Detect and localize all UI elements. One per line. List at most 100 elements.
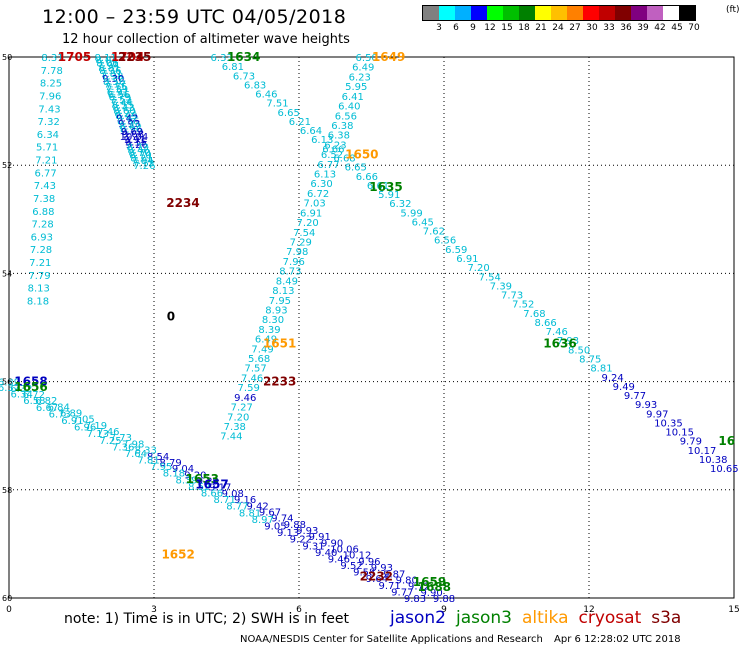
y-tick-label: 54 xyxy=(2,269,12,278)
swh-value: 9.40 xyxy=(315,548,337,559)
legend-swatch xyxy=(647,6,663,20)
swh-value: 10.12 xyxy=(343,551,372,562)
swh-value: 6.38 xyxy=(328,131,350,142)
swh-value: 9.17 xyxy=(209,483,231,494)
legend-swatch xyxy=(599,6,615,20)
swh-value: 6.40 xyxy=(338,102,360,113)
track-time-label: 1656 xyxy=(14,380,47,394)
swh-value: 10.06 xyxy=(330,545,359,556)
swh-value: 8.06 xyxy=(96,58,118,69)
swh-value: 6.59 xyxy=(445,245,467,256)
satellite-jason3: jason3 xyxy=(456,608,512,628)
swh-value: 7.36 xyxy=(112,442,134,453)
swh-value: 8.54 xyxy=(147,452,169,463)
credit-timestamp: Apr 6 12:28:02 UTC 2018 xyxy=(554,634,681,645)
track-time-label: 1659 xyxy=(413,575,446,589)
swh-value: 8.30 xyxy=(262,315,284,326)
swh-value: 7.03 xyxy=(303,199,325,210)
swh-value: 6.45 xyxy=(412,217,434,228)
swh-value: 10.35 xyxy=(654,418,683,429)
legend-swatch xyxy=(583,6,599,20)
credit-organization: NOAA/NESDIS Center for Satellite Applica… xyxy=(240,634,543,645)
swh-value: 6.34 xyxy=(37,130,59,141)
track-time-label: 1658 xyxy=(14,375,47,389)
swh-value: 8.93 xyxy=(265,305,287,316)
swh-value: 6.49 xyxy=(255,335,277,346)
swh-value: 8.79 xyxy=(159,458,181,469)
swh-value: 8.36 xyxy=(99,66,121,77)
swh-value: 9.20 xyxy=(184,470,206,481)
swh-value: 9.26 xyxy=(126,140,148,151)
swh-value: 9.64 xyxy=(366,574,388,585)
swh-value: 7.49 xyxy=(251,344,273,355)
track-time-label: 1635 xyxy=(369,180,402,194)
swh-value: 9.93 xyxy=(371,563,393,574)
swh-value: 9.29 xyxy=(197,477,219,488)
x-tick-label: 0 xyxy=(6,605,12,615)
swh-value: 7.29 xyxy=(290,237,312,248)
track-time-label: 16 xyxy=(718,434,735,448)
swh-value: 6.65 xyxy=(278,108,300,119)
swh-value: 7.44 xyxy=(111,98,133,109)
track-time-label: 2233 xyxy=(263,375,296,389)
track-time-label: 1649 xyxy=(372,50,405,64)
swh-value: 9.42 xyxy=(116,114,138,125)
swh-value: 6.23 xyxy=(324,140,346,151)
swh-value: 7.44 xyxy=(220,432,242,443)
swh-value: 10.15 xyxy=(665,428,694,439)
swh-value: 6.65 xyxy=(345,163,367,174)
swh-value: 9.74 xyxy=(271,514,293,525)
swh-value: 6.13 xyxy=(311,135,333,146)
swh-value: 8.73 xyxy=(279,267,301,278)
legend-unit: (ft) xyxy=(726,5,740,15)
footer-credit: NOAA/NESDIS Center for Satellite Applica… xyxy=(240,634,689,645)
legend-swatch xyxy=(551,6,567,20)
swh-value: 6.23 xyxy=(349,72,371,83)
legend-tick: 12 xyxy=(484,23,496,33)
swh-value: 8.73 xyxy=(127,143,149,154)
legend-swatch xyxy=(567,6,583,20)
swh-value: 9.93 xyxy=(118,119,140,130)
x-tick-label: 15 xyxy=(728,605,739,615)
swh-value: 7.39 xyxy=(106,85,128,96)
legend-tick: 15 xyxy=(501,23,513,33)
swh-value: 9.46 xyxy=(328,554,350,565)
swh-value: 7.32 xyxy=(38,117,60,128)
swh-value: 6.32 xyxy=(10,384,32,395)
legend-tick: 9 xyxy=(470,23,476,33)
swh-value: 7.20 xyxy=(297,218,319,229)
swh-value: 6.91 xyxy=(61,416,83,427)
swh-value: 8.13 xyxy=(272,286,294,297)
legend-swatch xyxy=(439,6,455,20)
swh-value: 8.18 xyxy=(27,296,49,307)
swh-value: 9.15 xyxy=(125,137,147,148)
swh-value: 7.96 xyxy=(39,91,61,102)
track-time-label: 1636 xyxy=(543,337,576,351)
y-tick-label: 58 xyxy=(2,486,12,495)
swh-value: 7.81 xyxy=(100,69,122,80)
legend-swatch xyxy=(615,6,631,20)
swh-value: 6.77 xyxy=(317,160,339,171)
swh-value: 6.89 xyxy=(60,409,82,420)
swh-value: 9.04 xyxy=(172,464,194,475)
swh-value: 7.38 xyxy=(101,71,123,82)
swh-value: 6.30 xyxy=(310,179,332,190)
legend-color-bar xyxy=(422,5,696,21)
swh-value: 8.18 xyxy=(163,469,185,480)
swh-value: 8.81 xyxy=(98,64,120,75)
swh-value: 8.39 xyxy=(258,325,280,336)
swh-value: 8.81 xyxy=(590,364,612,375)
swh-value: 9.97 xyxy=(646,409,668,420)
legend-tick: 24 xyxy=(552,23,564,33)
swh-value: 8.11 xyxy=(95,53,117,64)
swh-value: 8.96 xyxy=(117,116,139,127)
swh-value: 6.83 xyxy=(244,80,266,91)
swh-value: 5.91 xyxy=(378,190,400,201)
swh-value: 9.83 xyxy=(404,594,426,605)
track-time-label: 1688 xyxy=(418,580,451,594)
swh-value: 7.64 xyxy=(125,449,147,460)
swh-value: 6.79 xyxy=(109,93,131,104)
satellite-cryosat: cryosat xyxy=(578,608,642,628)
swh-value: 7.79 xyxy=(28,271,50,282)
swh-value: 6.67 xyxy=(36,403,58,414)
